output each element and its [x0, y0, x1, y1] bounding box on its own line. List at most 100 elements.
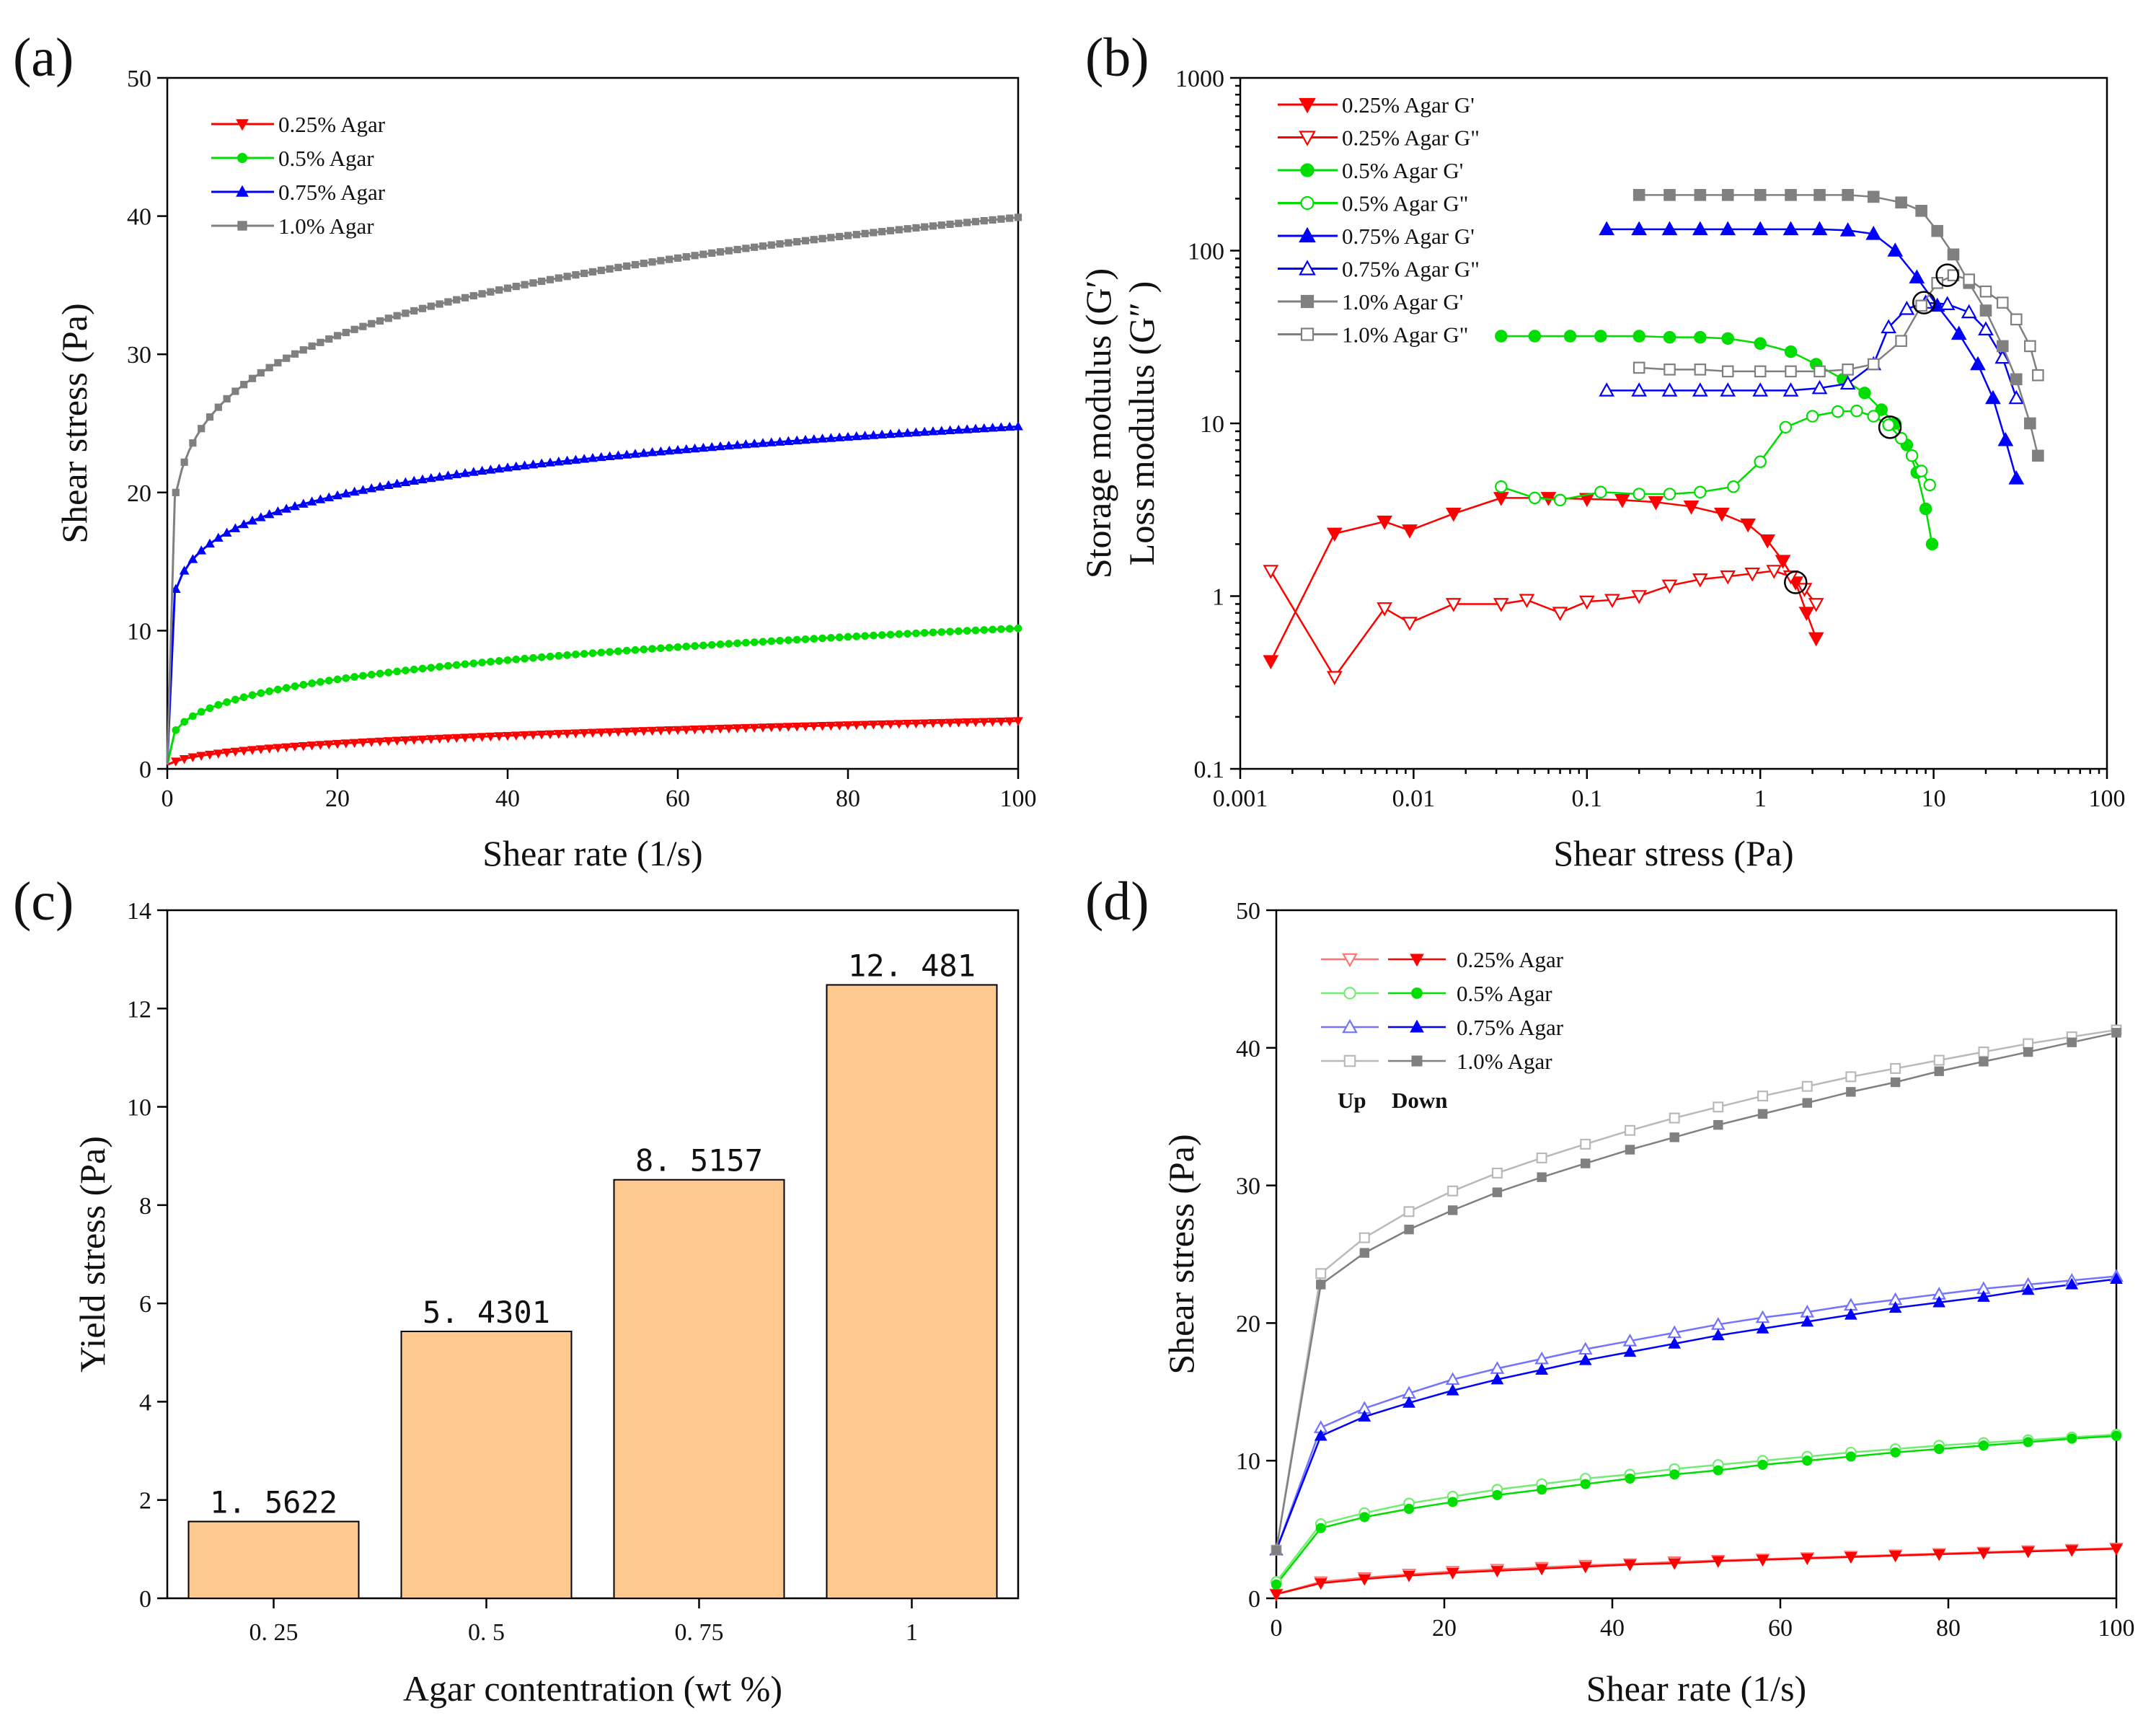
data-point — [1865, 226, 1882, 240]
data-point — [410, 307, 418, 315]
data-point — [495, 286, 503, 294]
data-point — [638, 448, 649, 457]
data-point — [214, 403, 222, 411]
data-point — [511, 731, 521, 741]
legend-down-note: Down — [1392, 1088, 1448, 1113]
data-point — [776, 240, 784, 248]
data-point-down — [1537, 1484, 1547, 1495]
data-point — [1979, 285, 1992, 298]
data-point — [521, 654, 529, 663]
data-point — [1752, 382, 1769, 397]
legend-label: 0.5% Agar G' — [1342, 158, 1463, 183]
data-point-up — [1315, 1268, 1327, 1279]
data-point — [826, 433, 836, 442]
data-point — [1867, 190, 1880, 203]
data-point — [929, 628, 937, 637]
data-point — [205, 750, 215, 760]
data-point — [681, 726, 692, 735]
data-point — [299, 681, 308, 689]
data-point — [349, 486, 360, 496]
data-point — [1631, 221, 1648, 236]
data-point — [1694, 330, 1707, 344]
data-point-down — [1756, 1321, 1770, 1334]
data-point — [478, 659, 486, 666]
data-point — [631, 646, 640, 654]
data-point — [214, 701, 223, 709]
data-point — [868, 721, 879, 730]
data-point — [1604, 594, 1620, 609]
data-point — [928, 426, 938, 436]
data-point — [410, 665, 418, 674]
data-point-down — [2023, 1437, 2033, 1448]
data-point — [945, 718, 955, 728]
data-point-down — [1314, 1429, 1327, 1441]
y-tick-label: 1000 — [1175, 66, 1224, 92]
data-point — [255, 512, 266, 521]
data-point — [324, 492, 335, 501]
x-tick-label: 1 — [1754, 785, 1767, 812]
data-point — [673, 254, 682, 262]
x-tick-label: 0. 75 — [675, 1619, 724, 1646]
data-point — [1661, 221, 1678, 236]
data-point-down — [1580, 1479, 1591, 1489]
data-point — [1850, 405, 1863, 418]
data-point — [1808, 632, 1824, 647]
data-point — [1664, 189, 1676, 201]
legend-marker — [1299, 131, 1316, 146]
data-point — [1867, 410, 1880, 423]
data-point — [485, 732, 496, 742]
data-point — [1831, 405, 1844, 418]
data-point-down — [1535, 1363, 1549, 1375]
data-point — [785, 239, 792, 247]
data-point — [187, 554, 198, 563]
panel-a-chart: 0 20 40 60 80 100 0 10 20 30 40 50 Shear rate (1/s) S… — [54, 66, 1037, 873]
series-0 — [1263, 492, 1824, 669]
data-point-down — [1802, 1455, 1813, 1466]
data-point — [774, 723, 785, 732]
data-point-down — [1932, 1549, 1946, 1562]
legend-label: 0.75% Agar G" — [1342, 257, 1480, 282]
data-point — [936, 718, 947, 728]
data-point — [290, 501, 300, 511]
data-point — [402, 309, 410, 317]
x-axis-label: Shear rate (1/s) — [1586, 1668, 1806, 1709]
data-point-up — [1624, 1124, 1635, 1136]
data-point — [1752, 221, 1769, 236]
data-point — [290, 742, 300, 752]
data-point-down — [1888, 1551, 1902, 1563]
data-point — [477, 465, 487, 475]
y-tick-label: 1 — [1212, 584, 1224, 611]
data-point-down — [1358, 1574, 1371, 1586]
data-point-down — [2110, 1543, 2123, 1556]
panel-label-c: (c) — [13, 871, 74, 932]
data-point — [477, 733, 487, 742]
data-point — [282, 684, 291, 692]
data-point — [1664, 364, 1676, 376]
data-point-down — [1625, 1145, 1635, 1155]
data-point — [1631, 382, 1648, 397]
data-point — [1923, 478, 1936, 492]
data-point — [1882, 418, 1895, 431]
legend-label: 0.5% Agar — [278, 146, 374, 171]
data-point — [545, 457, 555, 467]
data-point — [792, 722, 803, 732]
data-point-down — [1578, 1562, 1592, 1574]
data-point — [291, 350, 299, 358]
series-up-line — [1276, 1433, 2117, 1582]
data-point-down — [1934, 1066, 1944, 1076]
legend-label: 1.0% Agar — [278, 213, 374, 239]
data-point — [1806, 410, 1819, 423]
x-tick-label: 100 — [1000, 785, 1037, 812]
data-point — [588, 728, 598, 738]
data-point — [946, 220, 954, 229]
data-point — [861, 229, 869, 237]
data-point — [1445, 507, 1462, 522]
data-point — [1402, 524, 1418, 539]
data-point — [751, 243, 759, 251]
data-point — [783, 723, 794, 732]
series-0 — [1269, 1542, 2124, 1602]
data-point — [570, 454, 581, 464]
data-point — [673, 643, 682, 651]
legend-label: 0.25% Agar — [278, 112, 386, 137]
data-point — [265, 687, 273, 695]
